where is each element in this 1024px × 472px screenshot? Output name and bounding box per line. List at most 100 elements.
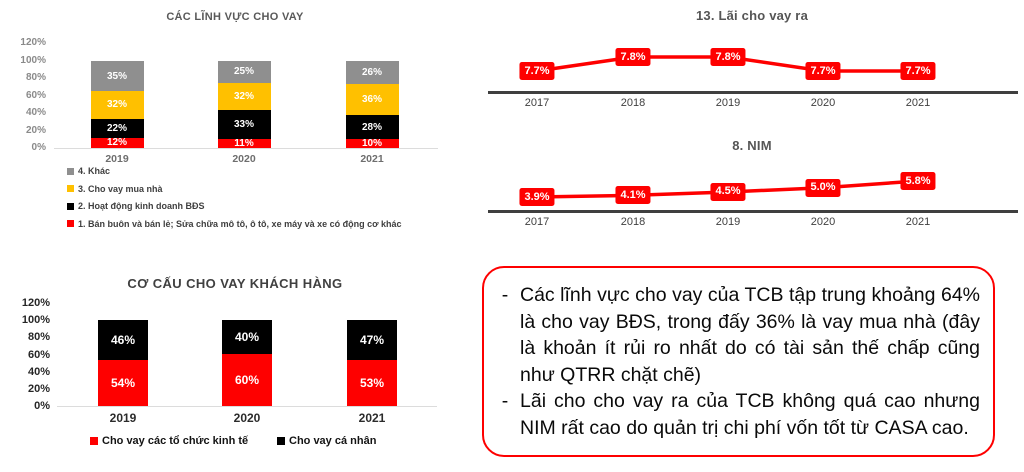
- y-axis-tick: 120%: [21, 297, 50, 309]
- y-axis-tick: 20%: [27, 383, 50, 395]
- x-axis-label: 2017: [524, 97, 550, 109]
- legend-item: 3. Cho vay mua nhà: [67, 184, 163, 194]
- bar-segment: 53%: [347, 360, 397, 406]
- bar-column: 53% 47%: [347, 320, 397, 406]
- chart-title: 13. Lãi cho vay ra: [696, 8, 808, 23]
- legend-label: 1. Bán buôn và bán lẻ; Sửa chữa mô tô, ô…: [78, 218, 402, 229]
- x-axis-label: 2019: [105, 153, 129, 165]
- commentary-text: Lãi cho cho vay ra của TCB không quá cao…: [520, 390, 980, 439]
- chart-lending-rate: 13. Lãi cho vay ra 2017 2018 2019 2020 2021 7…: [480, 0, 1024, 124]
- x-axis-label: 2019: [715, 97, 741, 109]
- y-axis-tick: 20%: [25, 124, 46, 136]
- legend-swatch: [67, 202, 74, 210]
- y-axis-tick: 40%: [27, 365, 50, 378]
- commentary-bullet: - Lãi cho cho vay ra của TCB không quá c…: [490, 388, 980, 441]
- bar-segment: 25%: [217, 61, 271, 83]
- x-axis-line: [54, 148, 438, 149]
- commentary-box: - Các lĩnh vực cho vay của TCB tập trung…: [482, 266, 995, 457]
- legend-label: Cho vay các tổ chức kinh tế: [102, 435, 249, 447]
- legend-label: 2. Hoạt động kinh doanh BĐS: [78, 201, 205, 211]
- bar-segment: 11%: [217, 138, 271, 148]
- y-axis-tick: 60%: [25, 89, 46, 101]
- x-axis-label: 2019: [109, 411, 137, 425]
- data-label: 5.8%: [900, 172, 936, 190]
- data-label: 7.8%: [710, 48, 746, 66]
- y-axis-tick: 60%: [27, 348, 50, 361]
- line-series: [536, 179, 919, 199]
- x-axis-label: 2020: [810, 97, 836, 109]
- chart-nim: 8. NIM 2017 2018 2019 2020 2021 3.9% 4.1% 4.5% 5…: [480, 130, 1024, 254]
- legend-item: 2. Hoạt động kinh doanh BĐS: [67, 201, 205, 211]
- legend-swatch: [67, 185, 74, 192]
- x-axis-label: 2020: [232, 153, 256, 165]
- bar-segment: 54%: [98, 359, 148, 406]
- x-axis-line: [488, 91, 1018, 94]
- x-axis-label: 2020: [233, 411, 261, 425]
- legend-swatch: [90, 437, 98, 445]
- bar-column: 11% 33% 32% 25%: [217, 61, 271, 148]
- y-axis-tick: 40%: [25, 107, 46, 118]
- data-label: 3.9%: [519, 188, 555, 206]
- commentary-text: Các lĩnh vực cho vay của TCB tập trung k…: [520, 284, 980, 386]
- x-axis-label: 2021: [905, 97, 931, 109]
- commentary-bullet: - Các lĩnh vực cho vay của TCB tập trung…: [490, 282, 980, 388]
- bar-segment: 60%: [222, 354, 272, 406]
- chart-title: CƠ CẤU CHO VAY KHÁCH HÀNG: [127, 276, 343, 291]
- bullet-dash: -: [501, 284, 509, 306]
- legend-swatch: [277, 437, 285, 445]
- data-label: 7.8%: [615, 48, 651, 66]
- x-axis-label: 2017: [524, 216, 550, 228]
- data-label: 4.5%: [710, 182, 746, 201]
- y-axis-tick: 0%: [34, 400, 50, 413]
- bar-segment: 10%: [345, 139, 399, 148]
- legend-item: Cho vay cá nhân: [277, 435, 376, 447]
- bar-segment: 33%: [217, 110, 271, 139]
- chart-title: CÁC LĨNH VỰC CHO VAY: [166, 11, 304, 23]
- x-axis-label: 2021: [358, 411, 386, 425]
- y-axis-tick: 100%: [21, 314, 50, 327]
- y-axis-tick: 80%: [27, 331, 50, 344]
- x-axis-label: 2021: [905, 216, 931, 228]
- legend-label: 3. Cho vay mua nhà: [78, 183, 163, 194]
- bar-segment: 28%: [345, 114, 399, 140]
- y-axis-tick: 120%: [20, 37, 46, 48]
- data-label: 7.7%: [805, 62, 841, 80]
- y-axis-tick: 0%: [31, 142, 46, 153]
- legend-swatch: [67, 220, 74, 227]
- x-axis-line: [57, 406, 437, 407]
- x-axis-label: 2021: [360, 153, 384, 165]
- legend-item: 4. Khác: [67, 166, 110, 176]
- chart-customer-loan-structure: CƠ CẤU CHO VAY KHÁCH HÀNG 120% 100% 80% 60%…: [0, 240, 470, 472]
- bar-segment: 32%: [90, 91, 144, 119]
- x-axis-label: 2018: [620, 97, 646, 109]
- y-axis-tick: 100%: [20, 54, 46, 66]
- line-series: [536, 55, 918, 73]
- bar-segment: 22%: [90, 118, 144, 138]
- legend-label: Cho vay cá nhân: [289, 435, 377, 447]
- chart-loan-sectors: CÁC LĨNH VỰC CHO VAY 120% 100% 80% 60% 40% 20…: [0, 0, 470, 238]
- data-label: 4.1%: [615, 186, 651, 205]
- bar-segment: 40%: [222, 320, 272, 355]
- bar-column: 60% 40%: [222, 320, 272, 406]
- bar-column: 54% 46%: [98, 320, 148, 406]
- bar-segment: 46%: [98, 320, 148, 360]
- legend-item: 1. Bán buôn và bán lẻ; Sửa chữa mô tô, ô…: [67, 219, 402, 229]
- bar-segment: 47%: [347, 320, 397, 361]
- data-label: 5.0%: [805, 178, 841, 197]
- data-label: 7.7%: [519, 62, 555, 80]
- bar-segment: 26%: [345, 61, 399, 84]
- bar-segment: 12%: [90, 137, 144, 148]
- data-label: 7.7%: [900, 62, 936, 80]
- chart-title: 8. NIM: [732, 138, 772, 153]
- x-axis-label: 2019: [715, 216, 741, 228]
- legend-item: Cho vay các tổ chức kinh tế: [90, 435, 248, 447]
- legend-swatch: [67, 167, 74, 175]
- bar-segment: 35%: [90, 61, 144, 92]
- x-axis-line: [488, 210, 1018, 213]
- bullet-dash: -: [501, 390, 509, 412]
- legend-label: 4. Khác: [78, 166, 111, 176]
- bar-segment: 32%: [217, 82, 271, 111]
- y-axis-tick: 80%: [25, 72, 46, 83]
- bar-segment: 36%: [345, 83, 399, 115]
